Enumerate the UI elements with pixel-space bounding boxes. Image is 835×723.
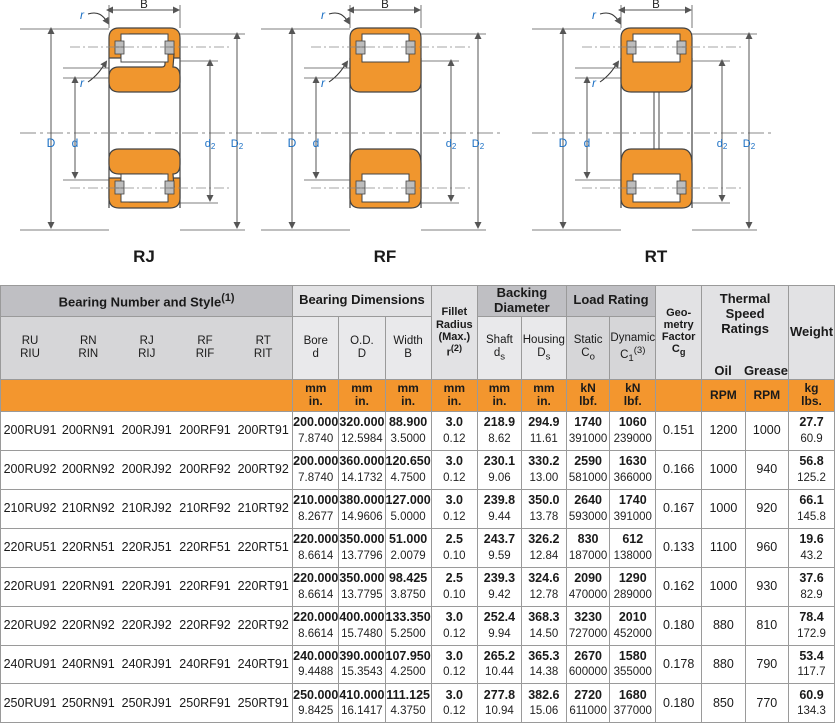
svg-text:r: r	[321, 8, 326, 22]
svg-text:D: D	[47, 136, 56, 150]
svg-text:B: B	[140, 0, 148, 11]
svg-text:RF: RF	[374, 247, 397, 266]
svg-text:D: D	[559, 136, 568, 150]
svg-text:B: B	[652, 0, 660, 11]
svg-text:d: d	[584, 136, 591, 150]
svg-text:d2: d2	[205, 138, 216, 151]
svg-text:d: d	[72, 136, 79, 150]
svg-text:RJ: RJ	[133, 247, 155, 266]
svg-text:r: r	[80, 8, 85, 22]
svg-text:D2: D2	[231, 138, 244, 151]
svg-text:RT: RT	[645, 247, 668, 266]
svg-text:B: B	[381, 0, 389, 11]
svg-text:D2: D2	[472, 138, 485, 151]
svg-text:D2: D2	[743, 138, 756, 151]
svg-text:d: d	[313, 136, 320, 150]
svg-text:d2: d2	[717, 138, 728, 151]
svg-text:r: r	[592, 8, 597, 22]
svg-text:d2: d2	[446, 138, 457, 151]
svg-text:D: D	[288, 136, 297, 150]
